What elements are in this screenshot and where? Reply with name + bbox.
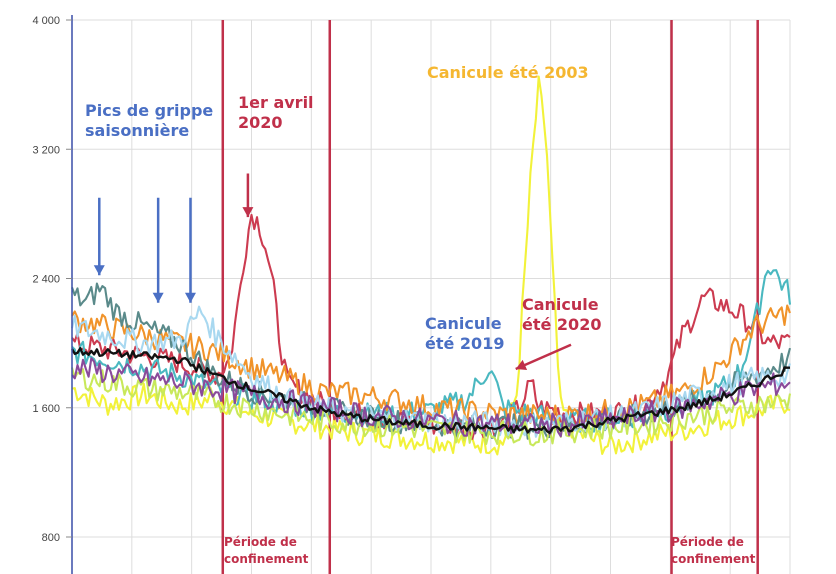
annotation-line: 1er avril <box>238 93 314 112</box>
annotation-line: Canicule <box>425 314 502 333</box>
y-axis-ticks: 800 1 600 2 400 3 200 4 000 <box>32 15 72 544</box>
annotation-line: 2020 <box>238 113 283 132</box>
period-label-line: Période de <box>671 535 744 549</box>
annotations: Pics de grippe saisonnière 1er avril 2020 Ca… <box>85 63 601 353</box>
series-line <box>71 75 791 456</box>
annotation-line: été 2020 <box>522 315 601 334</box>
annotation-line: Pics de grippe <box>85 101 213 120</box>
annotation-label: Canicule été 2020 <box>522 295 601 334</box>
annotation-arrows <box>93 173 572 371</box>
annotation-label: 1er avril 2020 <box>238 93 314 132</box>
y-tick-label: 2 400 <box>32 274 60 286</box>
period-label: Période de confinement <box>224 535 309 566</box>
period-label-line: Période de <box>224 535 297 549</box>
annotation-arrowhead <box>93 265 105 276</box>
y-tick-label: 800 <box>42 532 60 544</box>
annotation-arrowhead <box>515 359 528 370</box>
annotation-line: Canicule <box>522 295 599 314</box>
annotation-arrowhead <box>242 207 254 218</box>
annotation-line: saisonnière <box>85 121 189 140</box>
series-lines <box>70 75 792 456</box>
y-tick-label: 1 600 <box>32 403 60 415</box>
annotation-arrowhead <box>184 292 196 303</box>
confinement-periods <box>221 20 759 574</box>
annotation-label: Pics de grippe saisonnière <box>85 101 213 140</box>
series-line <box>71 357 791 438</box>
annotation-line: Canicule été 2003 <box>427 63 589 82</box>
annotation-arrowhead <box>152 292 164 303</box>
series-line <box>70 347 790 434</box>
period-labels: Période de confinement Période de confineme… <box>224 535 756 566</box>
annotation-label: Canicule été 2019 <box>425 314 504 353</box>
period-label: Période de confinement <box>671 535 756 566</box>
annotation-arrow <box>515 343 572 371</box>
period-label-line: confinement <box>671 552 756 566</box>
y-tick-label: 3 200 <box>32 144 60 156</box>
y-tick-label: 4 000 <box>32 15 60 27</box>
period-label-line: confinement <box>224 552 309 566</box>
annotation-line: été 2019 <box>425 334 504 353</box>
series-line <box>71 304 791 428</box>
annotation-label: Canicule été 2003 <box>427 63 589 82</box>
